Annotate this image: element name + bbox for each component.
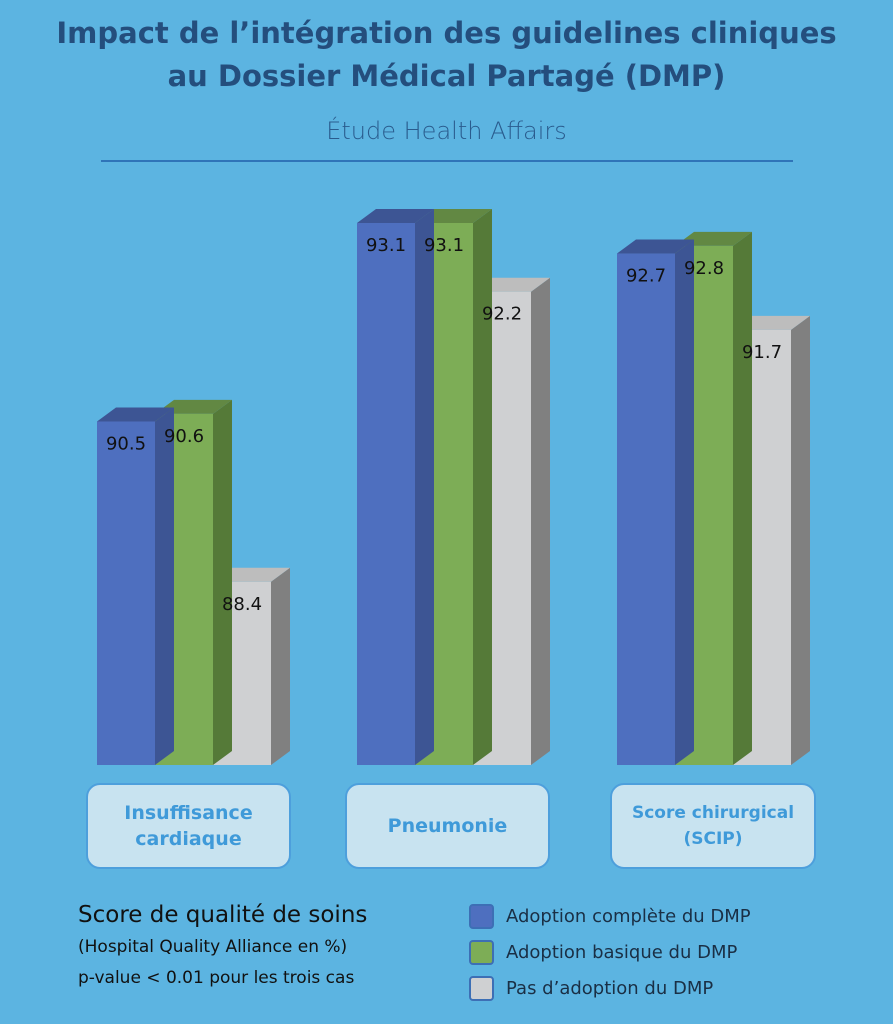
title-divider <box>101 160 793 162</box>
legend-label: Pas d’adoption du DMP <box>506 977 714 999</box>
bar-side <box>473 209 492 765</box>
bar-top <box>473 277 550 292</box>
bar-top <box>213 567 290 582</box>
p-value-note: p-value < 0.01 pour les trois cas <box>78 968 355 988</box>
data-label: 93.1 <box>424 235 464 256</box>
bar-top <box>415 209 492 223</box>
data-label: 90.5 <box>106 433 146 454</box>
data-label: 90.6 <box>164 426 204 447</box>
legend-label: Adoption complète du DMP <box>506 905 751 927</box>
bar-side <box>733 231 752 765</box>
bar-side <box>531 277 550 765</box>
bar-side <box>155 407 174 765</box>
category-label-line1: Insuffisance <box>124 802 253 824</box>
category-label-insuffisance-cardiaque: Insuffisance cardiaque <box>86 783 291 869</box>
chart-title-line1: Impact de l’intégration des guidelines c… <box>56 16 837 50</box>
bar-group: 92.7 92.8 91.7 <box>617 231 810 765</box>
category-label-score-chirurgical: Score chirurgical (SCIP) <box>610 783 816 869</box>
legend-item-basique: Adoption basique du DMP <box>469 934 751 970</box>
bar-top <box>357 209 434 223</box>
bar-top <box>617 239 694 254</box>
bar-top <box>97 407 174 422</box>
legend-item-complete: Adoption complète du DMP <box>469 898 751 934</box>
legend-swatch-complete <box>469 903 494 929</box>
bar-side <box>271 567 290 765</box>
bar-side <box>415 209 434 765</box>
y-axis-unit-note: (Hospital Quality Alliance en %) <box>78 937 348 957</box>
bar-group: 93.1 93.1 92.2 <box>357 209 550 765</box>
category-label-pneumonie: Pneumonie <box>345 783 550 869</box>
bar-side <box>791 315 810 765</box>
data-label: 92.7 <box>626 266 666 287</box>
bar <box>357 223 415 765</box>
bar-side <box>213 399 232 765</box>
category-label-line2: cardiaque <box>135 828 242 850</box>
legend-swatch-basique <box>469 939 494 965</box>
chart-title-line2: au Dossier Médical Partagé (DMP) <box>167 59 726 93</box>
data-label: 88.4 <box>222 594 262 615</box>
data-label: 92.8 <box>684 258 724 279</box>
category-label-line1: Pneumonie <box>387 815 508 837</box>
legend-swatch-aucune <box>469 975 494 1001</box>
bar <box>617 253 675 765</box>
data-label: 92.2 <box>482 304 522 325</box>
bar-top <box>675 231 752 246</box>
bar <box>97 421 155 765</box>
category-label-line1: Score chirurgical <box>631 803 795 823</box>
legend-item-aucune: Pas d’adoption du DMP <box>469 970 751 1006</box>
legend-label: Adoption basique du DMP <box>506 941 738 963</box>
legend: Adoption complète du DMP Adoption basiqu… <box>469 898 751 1006</box>
y-axis-description: Score de qualité de soins <box>78 902 368 928</box>
data-label: 93.1 <box>366 235 406 256</box>
data-label: 91.7 <box>742 342 782 363</box>
bar-group: 90.5 90.6 88.4 <box>97 399 290 765</box>
bar-top <box>733 315 810 330</box>
bar-side <box>675 239 694 765</box>
bar-top <box>155 399 232 414</box>
category-label-line2: (SCIP) <box>683 829 743 849</box>
chart-subtitle: Étude Health Affairs <box>326 117 567 145</box>
bar-chart: 90.5 90.6 88.4 93.1 93.1 92.2 92.7 92.8 91.7 <box>97 209 810 765</box>
